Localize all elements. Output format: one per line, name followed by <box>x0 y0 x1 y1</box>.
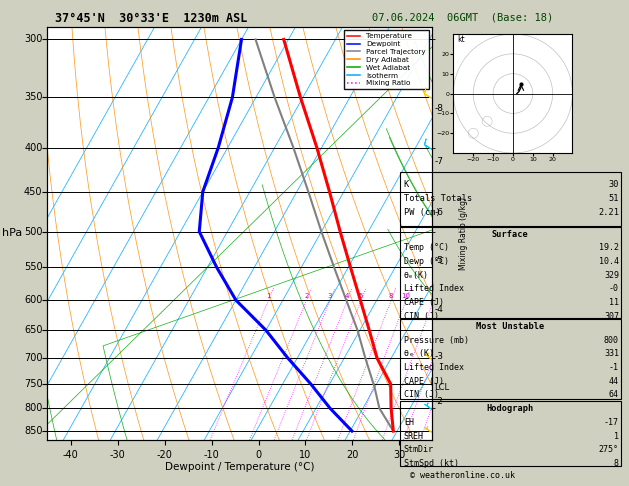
Text: 3: 3 <box>328 293 332 299</box>
Text: 07.06.2024  06GMT  (Base: 18): 07.06.2024 06GMT (Base: 18) <box>372 12 553 22</box>
Text: 600: 600 <box>24 295 43 305</box>
Text: 750: 750 <box>24 379 43 389</box>
Text: Lifted Index: Lifted Index <box>404 284 464 294</box>
Text: 30: 30 <box>608 180 619 190</box>
Text: CAPE (J): CAPE (J) <box>404 298 444 307</box>
Text: 350: 350 <box>24 92 43 103</box>
Text: StmDir: StmDir <box>404 445 434 454</box>
Text: Totals Totals: Totals Totals <box>404 194 472 203</box>
Text: PW (cm): PW (cm) <box>404 208 440 217</box>
Text: 850: 850 <box>24 426 43 436</box>
Text: hPa: hPa <box>3 228 23 238</box>
Text: -4: -4 <box>434 305 443 314</box>
Text: -2: -2 <box>434 397 443 406</box>
Text: Hodograph: Hodograph <box>486 404 534 414</box>
Text: 1: 1 <box>614 432 619 441</box>
Text: -3: -3 <box>434 352 443 361</box>
Text: 329: 329 <box>604 271 619 280</box>
Text: 11: 11 <box>609 298 619 307</box>
Text: 10: 10 <box>401 293 411 299</box>
Text: 5: 5 <box>359 293 364 299</box>
Text: 1: 1 <box>266 293 270 299</box>
Text: -8: -8 <box>434 104 443 113</box>
Text: Most Unstable: Most Unstable <box>476 322 544 331</box>
Text: K: K <box>404 180 409 190</box>
Text: 450: 450 <box>24 187 43 197</box>
Text: 4: 4 <box>345 293 350 299</box>
Text: 700: 700 <box>24 353 43 363</box>
Text: 8: 8 <box>389 293 394 299</box>
Text: 400: 400 <box>24 143 43 153</box>
Text: -17: -17 <box>604 418 619 427</box>
Text: 19.2: 19.2 <box>599 243 619 253</box>
Text: 275°: 275° <box>599 445 619 454</box>
Text: -0: -0 <box>609 284 619 294</box>
Text: -1: -1 <box>609 363 619 372</box>
Text: 2: 2 <box>304 293 309 299</box>
Text: 307: 307 <box>604 312 619 321</box>
Text: 8: 8 <box>614 459 619 468</box>
Text: 10.4: 10.4 <box>599 257 619 266</box>
Text: LCL: LCL <box>434 383 449 392</box>
Text: 64: 64 <box>609 390 619 399</box>
Text: CIN (J): CIN (J) <box>404 390 439 399</box>
Text: Temp (°C): Temp (°C) <box>404 243 449 253</box>
Text: 650: 650 <box>24 325 43 335</box>
Text: © weatheronline.co.uk: © weatheronline.co.uk <box>410 471 515 480</box>
Text: 800: 800 <box>24 403 43 413</box>
Text: -5: -5 <box>434 256 443 265</box>
Text: θₑ (K): θₑ (K) <box>404 349 434 359</box>
Text: SREH: SREH <box>404 432 424 441</box>
Text: Mixing Ratio (g/kg): Mixing Ratio (g/kg) <box>459 197 467 270</box>
Text: kt: kt <box>457 35 465 44</box>
Text: StmSpd (kt): StmSpd (kt) <box>404 459 459 468</box>
Text: 51: 51 <box>608 194 619 203</box>
Legend: Temperature, Dewpoint, Parcel Trajectory, Dry Adiabat, Wet Adiabat, Isotherm, Mi: Temperature, Dewpoint, Parcel Trajectory… <box>345 30 428 89</box>
Text: 300: 300 <box>24 35 43 45</box>
Text: 2.21: 2.21 <box>598 208 619 217</box>
Text: CIN (J): CIN (J) <box>404 312 439 321</box>
Text: -7: -7 <box>434 157 443 166</box>
Text: EH: EH <box>404 418 414 427</box>
X-axis label: Dewpoint / Temperature (°C): Dewpoint / Temperature (°C) <box>165 462 314 472</box>
Text: Dewp (°C): Dewp (°C) <box>404 257 449 266</box>
Text: 800: 800 <box>604 336 619 345</box>
Text: θₑ(K): θₑ(K) <box>404 271 429 280</box>
Text: Lifted Index: Lifted Index <box>404 363 464 372</box>
Text: CAPE (J): CAPE (J) <box>404 377 444 386</box>
Text: Pressure (mb): Pressure (mb) <box>404 336 469 345</box>
Text: 500: 500 <box>24 226 43 237</box>
Text: 331: 331 <box>604 349 619 359</box>
Text: Surface: Surface <box>492 230 528 239</box>
Text: 44: 44 <box>609 377 619 386</box>
Text: 37°45'N  30°33'E  1230m ASL: 37°45'N 30°33'E 1230m ASL <box>55 12 247 25</box>
Text: 550: 550 <box>24 262 43 272</box>
Text: -6: -6 <box>434 208 443 217</box>
